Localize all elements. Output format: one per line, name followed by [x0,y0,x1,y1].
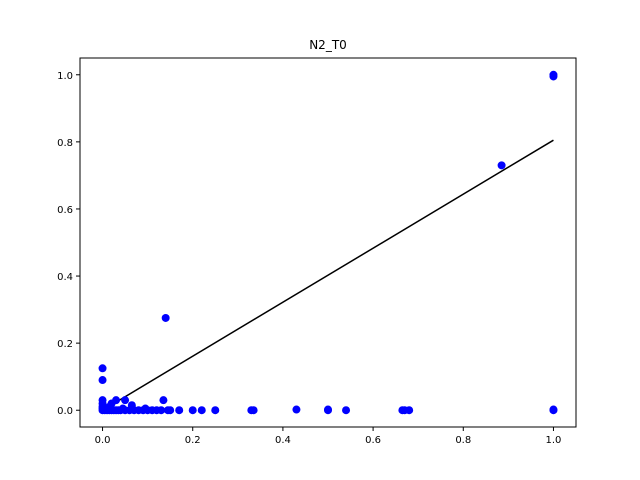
axes-frame [79,57,577,428]
y-tick-label: 0.2 [57,339,73,350]
x-tick-label: 0.4 [275,435,291,446]
data-point [98,396,107,405]
x-tick-label: 0.2 [185,435,201,446]
x-tick-label: 1.0 [546,435,562,446]
data-point [98,376,107,385]
chart-title: N2_T0 [309,38,347,52]
y-tick-label: 1.0 [57,71,73,82]
data-point [188,406,197,415]
data-point [166,406,175,415]
x-tick-label: 0.8 [455,435,471,446]
data-point [549,405,558,414]
data-point [197,406,206,415]
data-point [342,406,351,415]
data-point [112,396,121,405]
data-point [98,364,107,373]
data-point [549,70,558,79]
y-tick-label: 0.6 [57,205,73,216]
data-point [157,406,166,415]
data-point [292,405,301,414]
data-point [497,161,506,170]
data-point [324,405,332,414]
data-point [211,406,220,415]
fit-line [102,139,554,411]
y-tick-label: 0.0 [57,406,73,417]
data-point [161,313,170,322]
plot-area: 0.0 0.2 0.4 0.6 0.8 1.0 0.0 0.2 0.4 0.6 0.8 1.0 [57,57,577,446]
y-tick-label: 0.8 [57,138,73,149]
data-point [175,406,184,415]
data-point [159,396,168,405]
data-point [121,396,130,405]
x-tick-label: 0.0 [95,435,111,446]
data-point [249,406,258,415]
data-point [405,406,414,415]
x-tick-label: 0.6 [365,435,381,446]
y-tick-label: 0.4 [57,272,73,283]
